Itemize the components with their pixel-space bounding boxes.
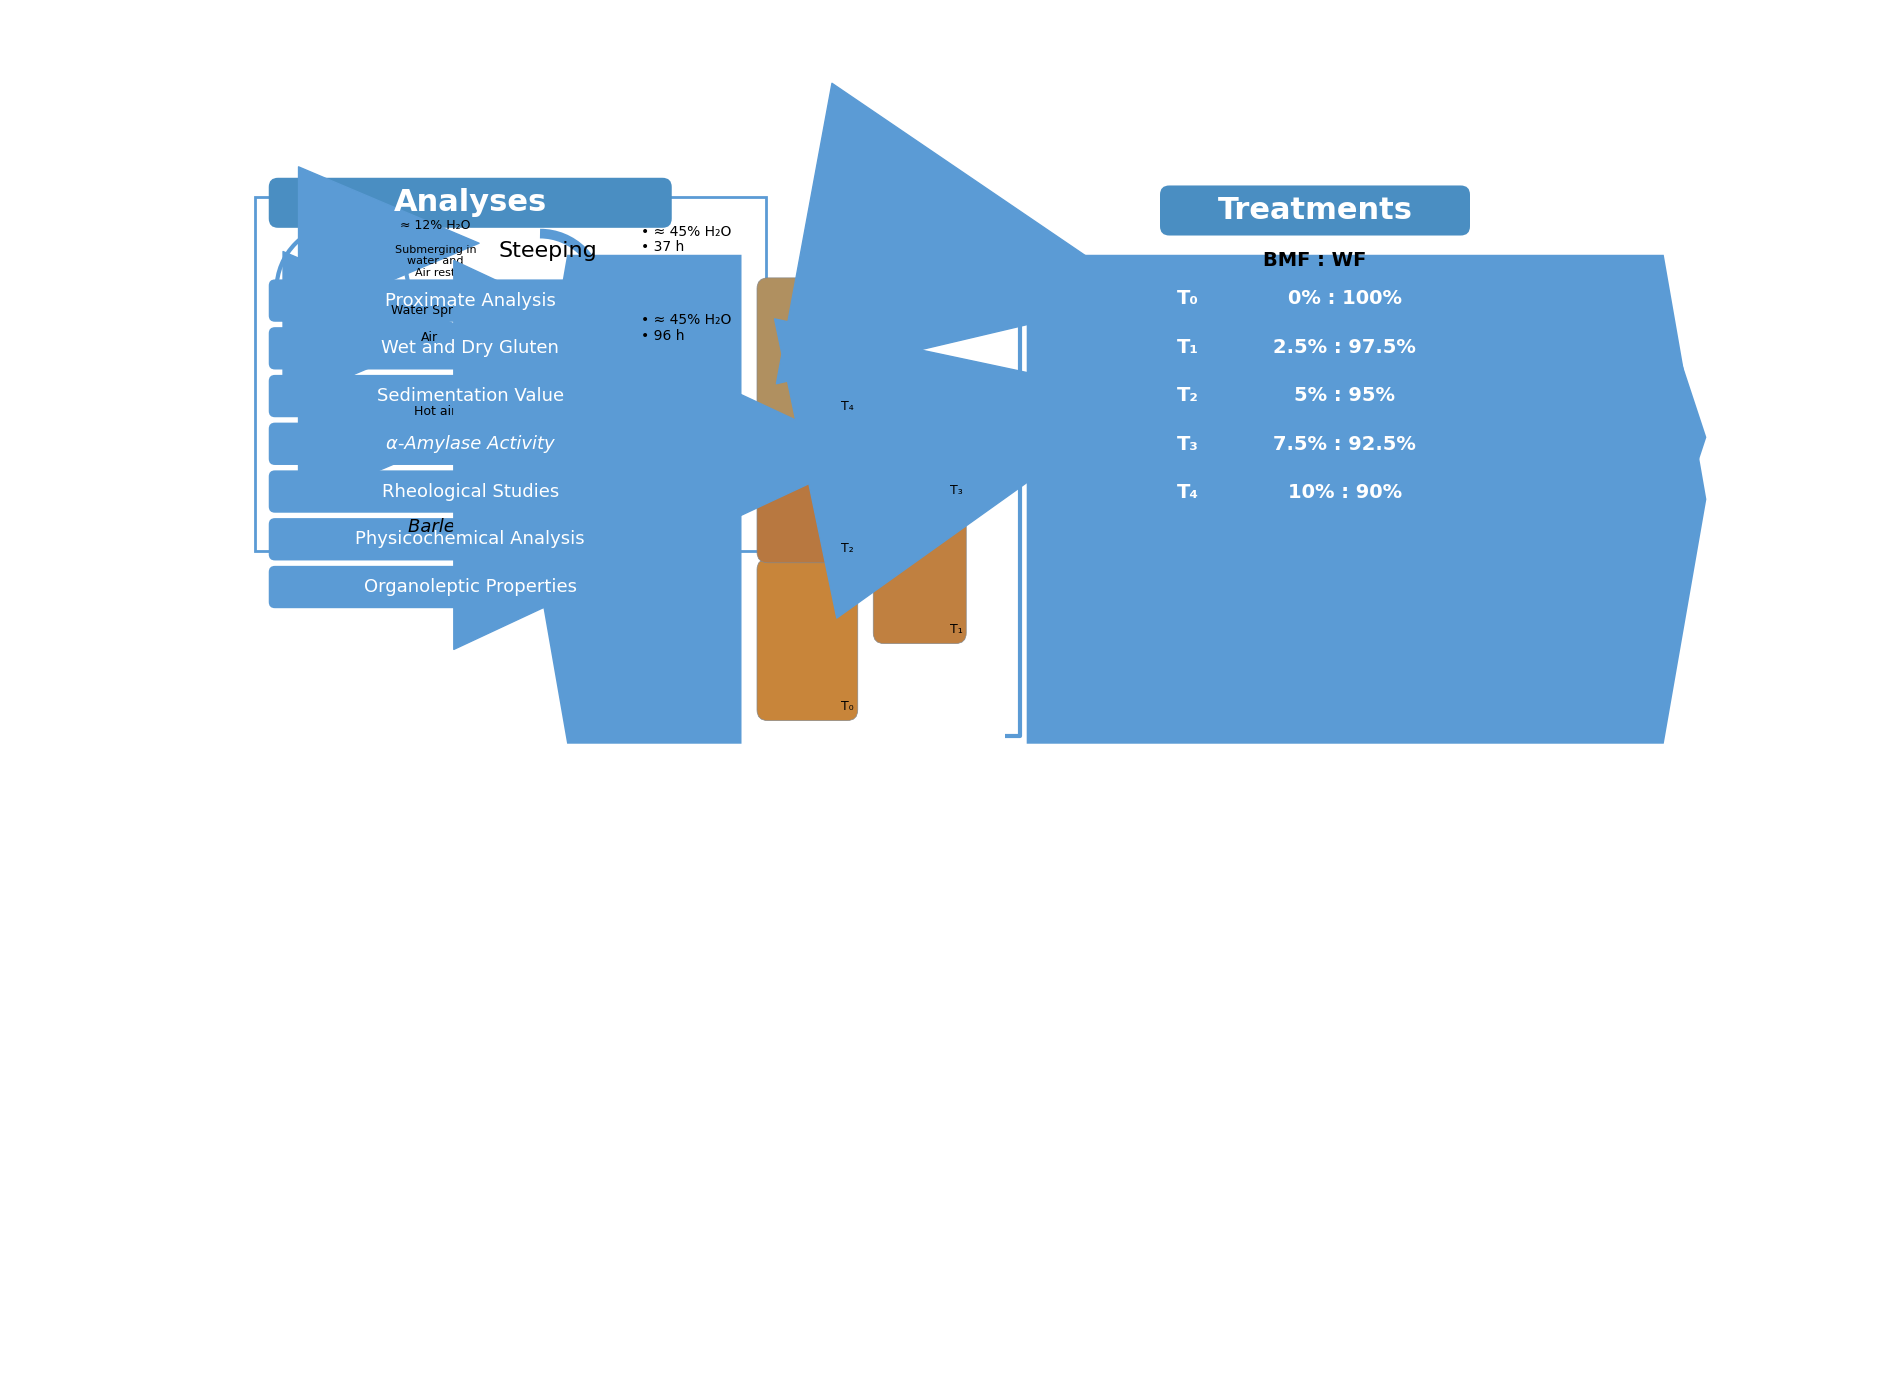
Text: T₂: T₂: [841, 542, 854, 555]
FancyBboxPatch shape: [1219, 375, 1470, 417]
FancyBboxPatch shape: [1160, 375, 1215, 417]
Text: Hot air: Hot air: [415, 405, 456, 418]
Text: Proximate Analysis: Proximate Analysis: [384, 292, 555, 309]
FancyBboxPatch shape: [268, 422, 671, 466]
Text: T₃: T₃: [949, 484, 962, 498]
Ellipse shape: [869, 405, 970, 459]
Text: Physicochemical Analysis: Physicochemical Analysis: [356, 530, 586, 548]
FancyBboxPatch shape: [268, 566, 671, 608]
Text: T₁: T₁: [949, 624, 962, 636]
Text: Air: Air: [420, 331, 437, 344]
FancyBboxPatch shape: [1160, 326, 1215, 368]
Ellipse shape: [869, 212, 955, 259]
Text: • 37 h: • 37 h: [641, 240, 685, 254]
Text: Wet and Dry Gluten: Wet and Dry Gluten: [380, 340, 559, 358]
Text: T₄: T₄: [1177, 484, 1198, 502]
Text: • ≈ 45% H₂O: • ≈ 45% H₂O: [641, 313, 730, 327]
Text: Barley Malt Flour (BMF): Barley Malt Flour (BMF): [824, 470, 1000, 485]
FancyBboxPatch shape: [268, 178, 671, 228]
Text: 10% : 90%: 10% : 90%: [1288, 484, 1402, 502]
Text: α-Amylase Activity: α-Amylase Activity: [386, 435, 555, 453]
Ellipse shape: [850, 232, 928, 285]
FancyBboxPatch shape: [1160, 186, 1470, 235]
FancyBboxPatch shape: [1219, 473, 1470, 513]
Text: T₁: T₁: [1177, 338, 1198, 356]
FancyBboxPatch shape: [1219, 278, 1470, 320]
Text: T₀: T₀: [1177, 289, 1198, 308]
Text: Analyses: Analyses: [394, 189, 548, 217]
Text: Sedimentation Value: Sedimentation Value: [377, 387, 563, 405]
Text: Water Spray: Water Spray: [390, 305, 468, 317]
Polygon shape: [1503, 308, 1706, 566]
Text: • 18 h: • 18 h: [641, 426, 685, 440]
Text: Treatments: Treatments: [1217, 196, 1413, 225]
Ellipse shape: [858, 397, 936, 443]
Text: Submerging in
water and
Air rest: Submerging in water and Air rest: [394, 245, 476, 278]
FancyBboxPatch shape: [268, 280, 671, 322]
FancyBboxPatch shape: [268, 519, 671, 561]
Text: Barley Malting Process: Barley Malting Process: [409, 517, 612, 535]
Text: 2.5% : 97.5%: 2.5% : 97.5%: [1274, 338, 1417, 356]
Text: Germination: Germination: [455, 330, 593, 350]
Text: ≈ 12% H₂O: ≈ 12% H₂O: [399, 218, 470, 232]
Ellipse shape: [907, 403, 985, 446]
Ellipse shape: [911, 232, 989, 285]
Polygon shape: [1027, 254, 1706, 744]
Text: • ≈ 4% H₂O: • ≈ 4% H₂O: [641, 411, 723, 425]
Text: 7.5% : 92.5%: 7.5% : 92.5%: [1274, 435, 1417, 454]
FancyBboxPatch shape: [1160, 424, 1215, 466]
FancyBboxPatch shape: [1219, 424, 1470, 466]
Text: 🌾: 🌾: [325, 261, 359, 317]
Text: T₂: T₂: [1177, 386, 1198, 405]
FancyBboxPatch shape: [757, 417, 858, 563]
Ellipse shape: [869, 235, 970, 305]
Text: T₀: T₀: [841, 700, 854, 713]
FancyBboxPatch shape: [1160, 278, 1215, 320]
Text: Wheat Flour (WF): Wheat Flour (WF): [844, 313, 980, 327]
FancyBboxPatch shape: [1160, 473, 1215, 513]
Text: Rheological Studies: Rheological Studies: [382, 482, 559, 500]
Text: 0% : 100%: 0% : 100%: [1288, 289, 1402, 308]
Text: • 96 h: • 96 h: [641, 329, 685, 343]
FancyBboxPatch shape: [757, 559, 858, 720]
Bar: [255, 197, 767, 551]
FancyBboxPatch shape: [268, 327, 671, 369]
FancyBboxPatch shape: [873, 505, 966, 643]
FancyBboxPatch shape: [1219, 326, 1470, 368]
Polygon shape: [525, 254, 742, 744]
FancyBboxPatch shape: [873, 370, 966, 505]
Ellipse shape: [869, 386, 955, 424]
Text: BMF : WF: BMF : WF: [1263, 250, 1368, 270]
Ellipse shape: [907, 218, 978, 260]
Text: • ≈ 45% H₂O: • ≈ 45% H₂O: [641, 225, 730, 239]
FancyBboxPatch shape: [268, 375, 671, 417]
FancyBboxPatch shape: [268, 470, 671, 513]
Text: 5% : 95%: 5% : 95%: [1295, 386, 1396, 405]
Text: T₄: T₄: [841, 400, 854, 412]
Text: T₃: T₃: [1177, 435, 1198, 454]
Text: Kilning: Kilning: [510, 426, 586, 446]
FancyBboxPatch shape: [757, 278, 858, 421]
Text: Steeping: Steeping: [498, 240, 597, 261]
Text: Organoleptic Properties: Organoleptic Properties: [363, 577, 576, 596]
